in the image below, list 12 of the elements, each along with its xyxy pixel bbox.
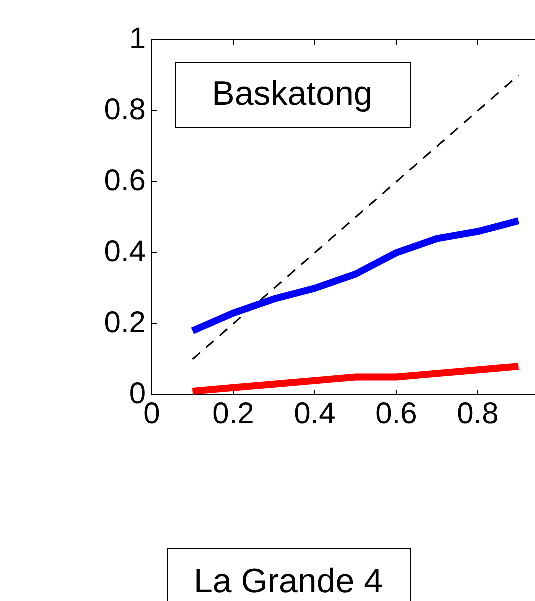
x-tick-label: 0.6 — [376, 397, 418, 430]
y-tick-label: 1 — [129, 22, 146, 56]
y-tick-label: 0.8 — [104, 93, 146, 126]
x-tick-label: 0.4 — [294, 397, 336, 430]
text: La Grande 4 — [194, 562, 384, 600]
x-tick-label: 0.2 — [212, 397, 254, 430]
annotation: Baskatong — [212, 74, 373, 113]
y-tick-label: 0.6 — [104, 164, 146, 198]
line-series — [192, 74, 520, 360]
y-tick-label: 0.2 — [104, 306, 146, 340]
y-tick-label: 0.4 — [104, 235, 146, 268]
x-tick-label: 0.8 — [457, 397, 499, 430]
